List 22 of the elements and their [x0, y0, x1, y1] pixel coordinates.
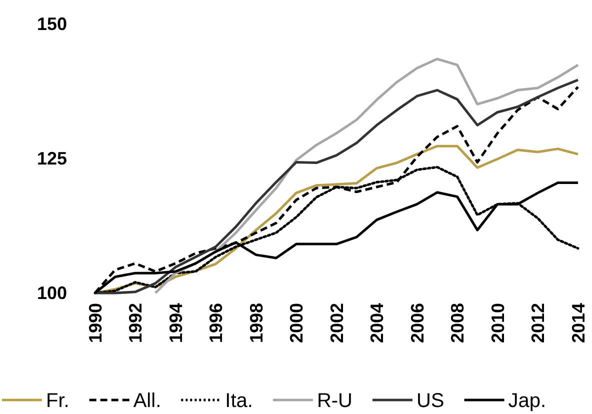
x-tick-label: 2006 [407, 303, 428, 344]
legend-label: Jap. [508, 390, 546, 412]
x-tick-label: 1992 [126, 303, 146, 344]
x-tick-label: 2008 [448, 303, 468, 344]
y-tick-label: 150 [36, 14, 67, 34]
y-tick-label: 125 [36, 148, 67, 168]
y-tick-label: 100 [36, 282, 67, 303]
legend-label: US [416, 390, 444, 412]
x-tick-label: 2010 [488, 303, 508, 344]
x-tick-label: 2014 [568, 303, 588, 344]
x-tick-label: 2004 [367, 303, 388, 344]
x-tick-label: 1994 [166, 303, 186, 344]
x-tick-label: 1998 [246, 303, 266, 344]
legend-label: Fr. [46, 390, 70, 412]
x-tick-label: 2000 [286, 303, 307, 344]
x-tick-label: 2012 [528, 303, 548, 344]
legend-label: All. [133, 390, 162, 412]
legend-label: Ita. [225, 390, 253, 412]
x-tick-label: 1990 [85, 303, 106, 344]
x-tick-label: 1996 [206, 303, 226, 344]
legend-label: R-U [316, 390, 352, 412]
x-tick-label: 2002 [326, 303, 347, 344]
